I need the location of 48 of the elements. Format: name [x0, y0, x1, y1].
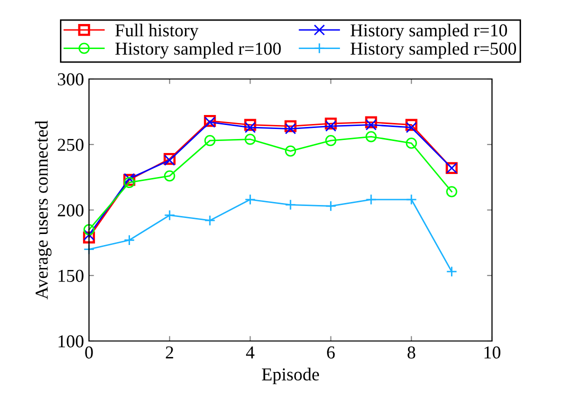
point	[244, 122, 256, 134]
point	[244, 134, 256, 145]
y-axis-title: Average users connected	[35, 120, 52, 300]
point	[284, 199, 296, 210]
point	[446, 186, 458, 198]
x-tick-label: 6	[327, 346, 335, 359]
point	[406, 122, 417, 134]
x-tick-label: 2	[166, 346, 174, 358]
point	[325, 200, 336, 212]
legend-label: History sampled r=10	[350, 24, 508, 40]
point	[204, 135, 216, 146]
point	[366, 131, 377, 142]
point	[244, 118, 256, 131]
point	[124, 234, 135, 246]
point	[325, 120, 336, 132]
point	[406, 138, 417, 149]
point	[284, 123, 296, 134]
x-tick-label: 8	[408, 346, 416, 359]
point	[405, 118, 418, 131]
point	[83, 229, 95, 240]
legend-label: History sampled r=100	[115, 42, 281, 58]
point	[284, 120, 296, 132]
point	[365, 116, 378, 128]
point	[244, 194, 256, 206]
point	[446, 266, 458, 278]
point	[406, 194, 417, 206]
point	[324, 118, 337, 130]
point	[164, 210, 176, 221]
point	[124, 176, 135, 188]
point	[204, 214, 216, 226]
y-tick-label: 150	[58, 270, 84, 282]
y-tick-label: 300	[58, 73, 84, 86]
point	[83, 224, 95, 236]
point	[164, 170, 176, 182]
x-tick-label: 0	[85, 346, 93, 359]
x-tick-label: 4	[246, 346, 254, 358]
y-tick-label: 200	[58, 204, 84, 216]
point	[284, 145, 296, 157]
x-axis-title: Episode	[262, 368, 319, 384]
x-tick-label: 10	[484, 346, 500, 359]
legend-label: History sampled r=500	[350, 42, 516, 58]
point	[366, 119, 377, 130]
y-tick-label: 100	[58, 335, 84, 348]
point	[325, 135, 336, 146]
legend-label: Full history	[115, 24, 199, 40]
point	[366, 194, 377, 206]
y-tick-label: 250	[58, 138, 84, 151]
point	[83, 232, 95, 244]
